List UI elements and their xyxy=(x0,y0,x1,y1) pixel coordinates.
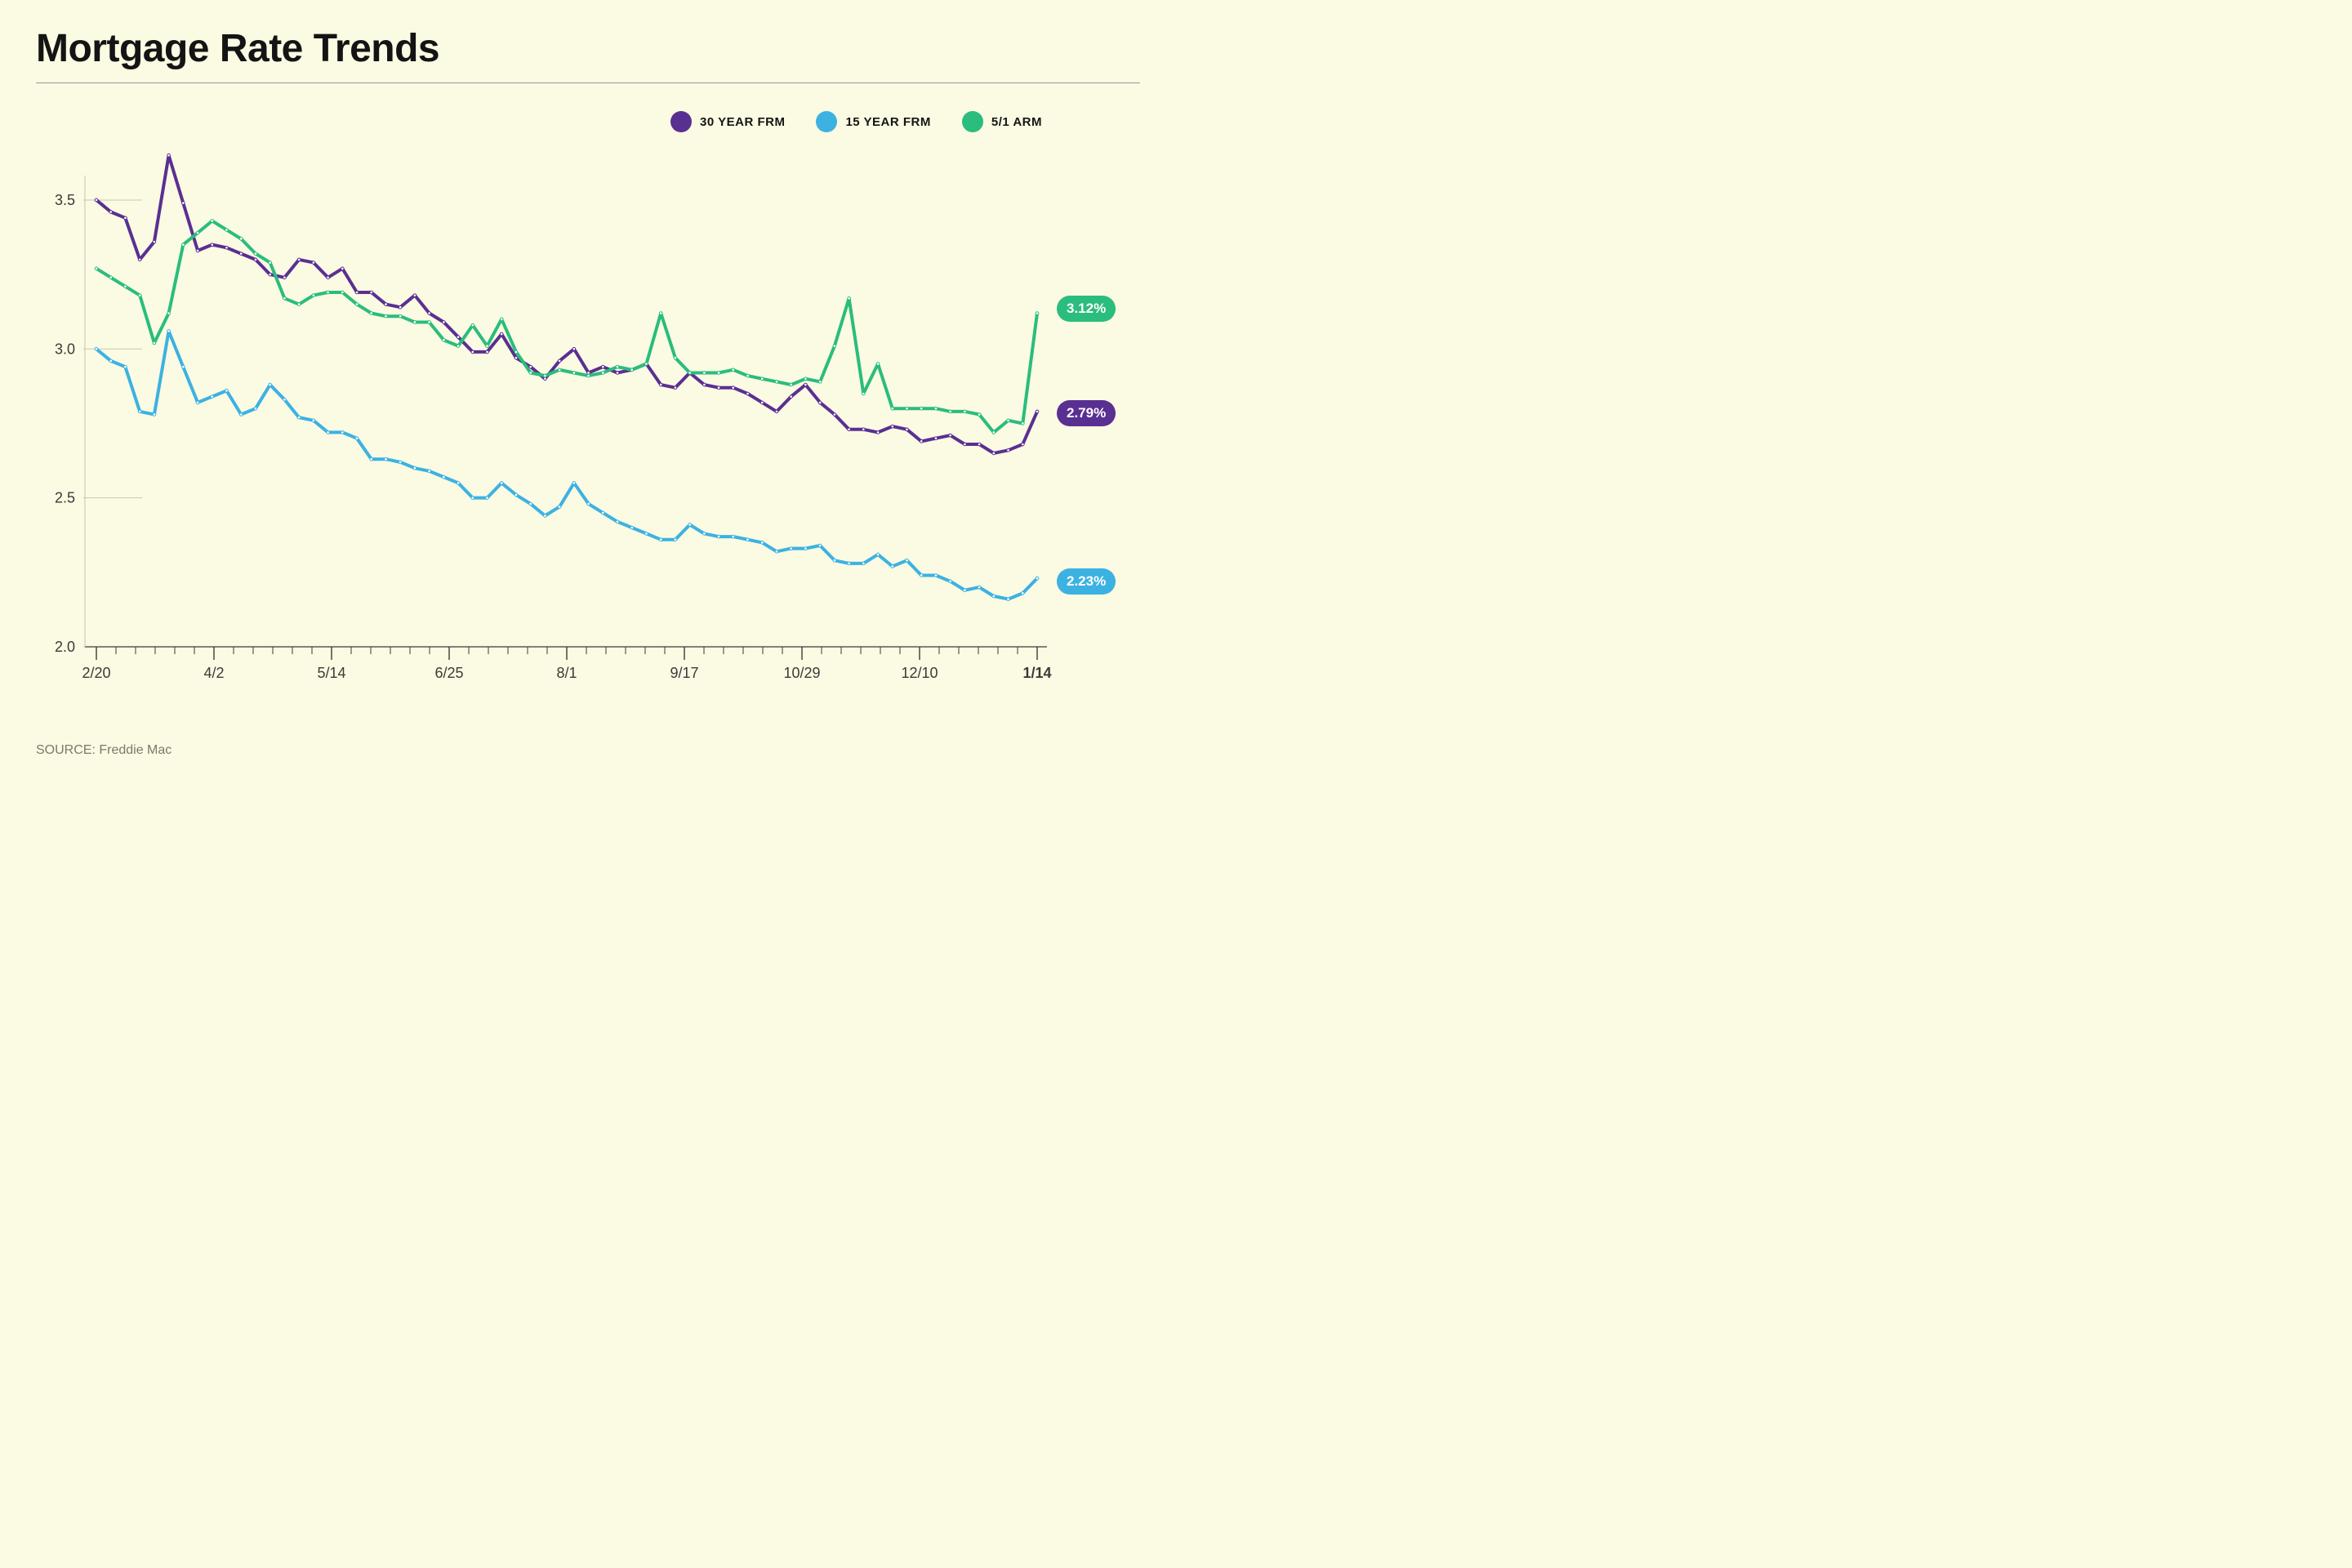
chart-container: 2.0 2.5 3.0 3.5 2/20 4/2 5/14 6/25 8/1 9/17 10/29 1… xyxy=(36,91,1140,728)
svg-text:3.0: 3.0 xyxy=(55,341,75,357)
series-callout: 2.79% xyxy=(1057,400,1116,426)
legend-dot xyxy=(962,111,983,132)
svg-text:2/20: 2/20 xyxy=(82,665,110,681)
svg-text:10/29: 10/29 xyxy=(783,665,820,681)
legend-label: 15 YEAR FRM xyxy=(845,115,930,129)
svg-text:9/17: 9/17 xyxy=(670,665,698,681)
svg-text:5/14: 5/14 xyxy=(317,665,345,681)
legend-label: 30 YEAR FRM xyxy=(700,115,785,129)
svg-text:1/14: 1/14 xyxy=(1022,665,1051,681)
svg-text:4/2: 4/2 xyxy=(203,665,224,681)
svg-text:12/10: 12/10 xyxy=(901,665,938,681)
legend: 30 YEAR FRM 15 YEAR FRM 5/1 ARM xyxy=(670,111,1042,132)
svg-text:2.5: 2.5 xyxy=(55,490,75,506)
svg-text:3.5: 3.5 xyxy=(55,192,75,208)
chart-title: Mortgage Rate Trends xyxy=(36,26,1140,71)
svg-text:6/25: 6/25 xyxy=(434,665,463,681)
legend-item-15yr: 15 YEAR FRM xyxy=(816,111,930,132)
series-callout: 2.23% xyxy=(1057,568,1116,595)
svg-text:2.0: 2.0 xyxy=(55,639,75,655)
legend-item-30yr: 30 YEAR FRM xyxy=(670,111,785,132)
title-underline xyxy=(36,82,1140,83)
line-chart: 2.0 2.5 3.0 3.5 2/20 4/2 5/14 6/25 8/1 9/17 10/29 1… xyxy=(36,91,1140,696)
series-callout: 3.12% xyxy=(1057,296,1116,322)
svg-text:8/1: 8/1 xyxy=(556,665,577,681)
legend-item-arm: 5/1 ARM xyxy=(962,111,1042,132)
legend-dot xyxy=(670,111,692,132)
legend-dot xyxy=(816,111,837,132)
legend-label: 5/1 ARM xyxy=(991,115,1042,129)
source-credit: SOURCE: Freddie Mac xyxy=(36,743,1140,758)
